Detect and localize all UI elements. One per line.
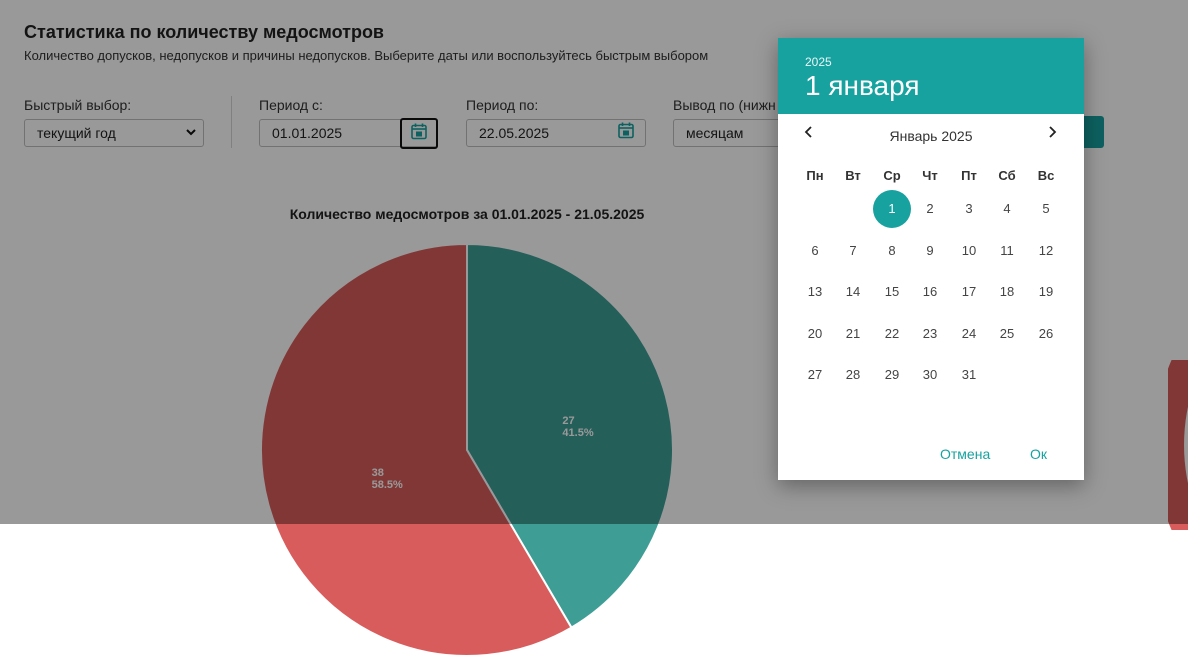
group-by-value: месяцам bbox=[686, 125, 744, 141]
page-title: Статистика по количеству медосмотров bbox=[24, 22, 384, 42]
pie-percent-label: 58.5% bbox=[372, 479, 403, 491]
period-from-calendar-button[interactable] bbox=[400, 118, 438, 149]
quick-select[interactable]: текущий год bbox=[24, 119, 204, 147]
day-cell[interactable]: 28 bbox=[845, 367, 861, 382]
day-cell[interactable]: 29 bbox=[884, 367, 900, 382]
day-cell[interactable]: 25 bbox=[999, 325, 1015, 341]
weekday-label: Ср bbox=[883, 168, 901, 183]
day-cell[interactable]: 27 bbox=[807, 367, 823, 382]
period-to-calendar-button[interactable] bbox=[609, 119, 643, 147]
day-cell[interactable]: 8 bbox=[888, 242, 896, 258]
pie-percent-label: 41.5% bbox=[562, 427, 593, 439]
day-cell[interactable]: 6 bbox=[811, 242, 819, 258]
weekday-label: Пт bbox=[961, 168, 977, 183]
day-cell[interactable]: 26 bbox=[1038, 325, 1054, 341]
datepicker-header: 2025 1 января bbox=[778, 38, 1084, 114]
chart-title: Количество медосмотров за 01.01.2025 - 2… bbox=[0, 206, 934, 222]
quick-select-value: текущий год bbox=[37, 125, 116, 141]
chevron-right-icon bbox=[1049, 126, 1057, 138]
day-cell[interactable]: 2 bbox=[926, 201, 934, 216]
day-cell[interactable]: 14 bbox=[845, 284, 861, 299]
weekday-label: Пн bbox=[806, 168, 824, 183]
weekday-label: Вс bbox=[1037, 168, 1055, 183]
day-cell[interactable]: 31 bbox=[961, 367, 977, 382]
day-cell-selected[interactable]: 1 bbox=[873, 190, 911, 228]
datepicker-month-label: Январь 2025 bbox=[889, 128, 973, 144]
period-from-label: Период с: bbox=[259, 97, 323, 113]
pie-value-label: 38 bbox=[372, 467, 384, 479]
weekday-label: Чт bbox=[922, 168, 938, 183]
group-by-label: Вывод по (нижн bbox=[673, 97, 776, 113]
period-to-value: 22.05.2025 bbox=[479, 125, 550, 141]
day-cell[interactable]: 22 bbox=[884, 325, 900, 341]
chevron-down-icon bbox=[185, 120, 197, 156]
day-cell[interactable]: 21 bbox=[845, 325, 861, 341]
day-cell[interactable]: 3 bbox=[965, 201, 973, 216]
filter-divider bbox=[231, 96, 232, 148]
day-cell[interactable]: 10 bbox=[961, 242, 977, 258]
day-cell[interactable]: 18 bbox=[999, 284, 1015, 299]
day-cell[interactable]: 11 bbox=[1000, 242, 1014, 258]
weekday-label: Сб bbox=[998, 168, 1016, 183]
ok-button[interactable]: Ок bbox=[1030, 446, 1048, 462]
day-cell[interactable]: 12 bbox=[1038, 242, 1054, 258]
datepicker-dialog: 2025 1 января Январь 2025 Пн Вт Ср Чт Пт Сб Вс… bbox=[778, 38, 1084, 480]
chevron-left-icon bbox=[804, 126, 812, 138]
second-chart-edge bbox=[1168, 360, 1188, 530]
day-cell[interactable]: 19 bbox=[1038, 284, 1054, 299]
cancel-button[interactable]: Отмена bbox=[940, 446, 991, 462]
weekday-label: Вт bbox=[845, 168, 861, 183]
day-cell[interactable]: 24 bbox=[961, 325, 977, 341]
day-cell[interactable]: 23 bbox=[922, 325, 938, 341]
pie-value-label: 27 bbox=[562, 415, 574, 427]
period-to-input[interactable]: 22.05.2025 bbox=[466, 119, 646, 147]
datepicker-year[interactable]: 2025 bbox=[805, 55, 832, 69]
calendar-icon bbox=[618, 122, 634, 144]
chart-title-range: 01.01.2025 - 21.05.2025 bbox=[491, 206, 645, 222]
day-cell[interactable]: 5 bbox=[1042, 201, 1050, 216]
page-subtitle: Количество допусков, недопусков и причин… bbox=[24, 48, 709, 63]
day-cell[interactable]: 7 bbox=[849, 242, 857, 258]
day-cell[interactable]: 17 bbox=[961, 284, 977, 299]
calendar-icon bbox=[411, 123, 427, 145]
prev-month-button[interactable] bbox=[797, 124, 821, 145]
day-cell[interactable]: 13 bbox=[807, 284, 823, 299]
day-cell[interactable]: 16 bbox=[922, 284, 938, 299]
period-from-value: 01.01.2025 bbox=[272, 125, 343, 141]
day-cell[interactable]: 4 bbox=[1003, 201, 1011, 216]
day-cell[interactable]: 15 bbox=[884, 284, 900, 299]
next-month-button[interactable] bbox=[1040, 124, 1064, 145]
chart-title-prefix: Количество медосмотров за bbox=[289, 206, 492, 222]
quick-select-label: Быстрый выбор: bbox=[24, 97, 132, 113]
day-cell[interactable]: 30 bbox=[922, 367, 938, 382]
datepicker-selected-date: 1 января bbox=[805, 70, 920, 101]
day-cell[interactable]: 9 bbox=[926, 242, 934, 258]
period-to-label: Период по: bbox=[466, 97, 539, 113]
day-cell[interactable]: 20 bbox=[807, 325, 823, 341]
